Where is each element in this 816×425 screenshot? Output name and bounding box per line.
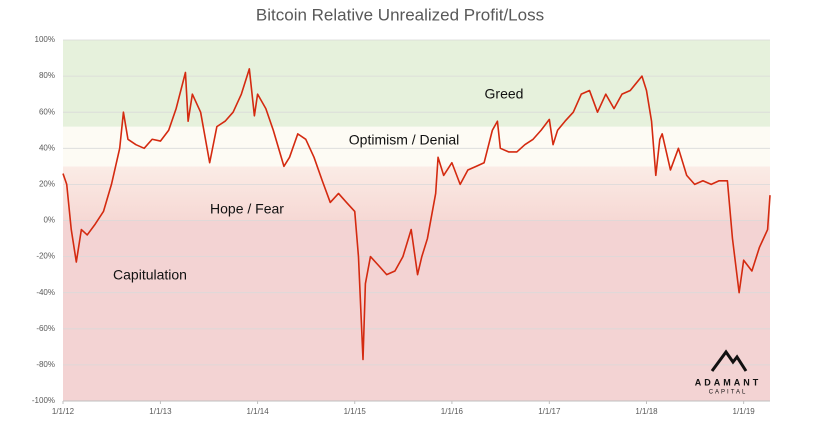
data-line (62, 68, 771, 361)
logo-name: ADAMANT (695, 377, 762, 387)
x-tick-label: 1/1/16 (441, 407, 464, 416)
logo: ADAMANT CAPITAL (695, 349, 762, 396)
y-tick-label: -60% (36, 324, 55, 333)
x-tick-label: 1/1/17 (538, 407, 561, 416)
y-tick-label: -80% (36, 360, 55, 369)
x-tick-label: 1/1/12 (52, 407, 75, 416)
logo-sub: CAPITAL (709, 390, 748, 396)
y-tick-label: 80% (39, 71, 55, 80)
x-tick-label: 1/1/15 (344, 407, 367, 416)
x-tick-label: 1/1/14 (246, 407, 269, 416)
y-tick-label: 60% (39, 107, 55, 116)
chart-title: Bitcoin Relative Unrealized Profit/Loss (256, 5, 544, 24)
x-tick-label: 1/1/19 (733, 407, 756, 416)
y-tick-label: -100% (32, 396, 55, 405)
zone (63, 40, 770, 127)
zone (63, 166, 770, 221)
zone-label: Capitulation (113, 267, 187, 283)
zone-label: Greed (485, 86, 524, 102)
y-tick-label: 100% (35, 35, 55, 44)
zone (63, 220, 770, 401)
y-tick-label: 20% (39, 180, 55, 189)
x-tick-label: 1/1/13 (149, 407, 172, 416)
zone-label: Optimism / Denial (349, 132, 459, 148)
y-tick-label: -20% (36, 252, 55, 261)
y-tick-label: 40% (39, 143, 55, 152)
y-tick-label: -40% (36, 288, 55, 297)
logo-icon (710, 349, 748, 372)
x-tick-label: 1/1/18 (635, 407, 658, 416)
y-tick-label: 0% (43, 216, 55, 225)
zone-label: Hope / Fear (210, 201, 284, 217)
